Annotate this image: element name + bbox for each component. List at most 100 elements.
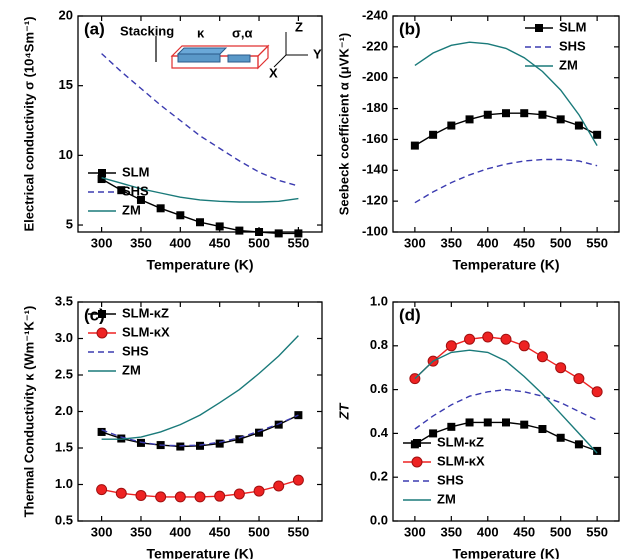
marker xyxy=(502,418,510,427)
sample-slab xyxy=(176,47,228,55)
x-tick-label: 400 xyxy=(169,235,191,250)
series-line xyxy=(414,112,598,147)
marker xyxy=(556,433,565,442)
legend-label: ZM xyxy=(559,57,578,72)
y-axis-label: Seebeck coefficient α (μVK⁻¹) xyxy=(336,33,351,215)
legend-label: SLM-κZ xyxy=(437,434,484,449)
marker xyxy=(591,386,603,398)
annotation: Stacking xyxy=(120,23,174,38)
legend-label: SLM xyxy=(122,164,149,179)
sample-box xyxy=(257,44,269,70)
marker xyxy=(194,491,206,503)
y-tick-label: -120 xyxy=(362,193,388,208)
legend-label: ZM xyxy=(122,202,141,217)
y-tick-label: -240 xyxy=(362,7,388,22)
series-line xyxy=(414,41,598,146)
x-tick-label: 400 xyxy=(169,524,191,539)
marker xyxy=(235,435,244,444)
y-tick-label: 0.2 xyxy=(370,469,388,484)
series-line xyxy=(414,388,598,430)
marker xyxy=(292,474,304,486)
y-tick-label: 2.0 xyxy=(55,403,73,418)
marker xyxy=(593,130,602,139)
marker xyxy=(574,440,583,449)
x-axis-label: Temperature (K) xyxy=(452,546,559,559)
marker xyxy=(273,480,285,492)
marker xyxy=(215,222,224,231)
y-tick-label: 0.5 xyxy=(55,512,73,527)
annotation: X xyxy=(269,65,278,80)
marker xyxy=(196,218,204,227)
x-tick-label: 450 xyxy=(513,524,535,539)
x-tick-label: 350 xyxy=(440,235,462,250)
x-tick-label: 300 xyxy=(404,524,426,539)
marker xyxy=(176,211,185,220)
marker xyxy=(447,121,456,130)
marker xyxy=(555,362,567,374)
y-tick-label: 3.5 xyxy=(55,293,73,308)
marker xyxy=(235,226,244,235)
y-tick-label: 2.5 xyxy=(55,366,73,381)
marker xyxy=(233,488,245,500)
legend-marker xyxy=(413,439,421,447)
inset-sketch xyxy=(155,32,308,70)
marker xyxy=(135,489,147,501)
series-line xyxy=(101,414,299,448)
series-line xyxy=(101,177,299,203)
marker xyxy=(429,429,438,438)
marker xyxy=(464,333,476,345)
marker xyxy=(593,446,602,455)
x-tick-label: 400 xyxy=(477,235,499,250)
legend-marker xyxy=(411,456,423,468)
marker xyxy=(573,373,585,385)
x-tick-label: 300 xyxy=(91,235,113,250)
marker xyxy=(482,331,494,343)
x-tick-label: 450 xyxy=(209,524,231,539)
y-tick-label: 1.5 xyxy=(55,439,73,454)
series-line xyxy=(101,53,299,187)
marker xyxy=(500,333,512,345)
y-tick-label: 0.8 xyxy=(370,337,388,352)
y-tick-label: -160 xyxy=(362,131,388,146)
y-axis-label: ZT xyxy=(336,403,351,421)
sample-slab xyxy=(177,53,221,63)
series-line xyxy=(414,336,598,393)
marker xyxy=(556,115,565,124)
plot-frame xyxy=(392,301,620,522)
marker xyxy=(536,351,548,363)
x-tick-label: 500 xyxy=(550,235,572,250)
marker xyxy=(117,186,126,195)
y-tick-label: 3.0 xyxy=(55,330,73,345)
marker xyxy=(574,121,583,130)
legend-label: SHS xyxy=(122,343,149,358)
legend-label: SLM-κX xyxy=(437,453,485,468)
axis-x xyxy=(273,54,287,68)
marker xyxy=(176,442,185,451)
plot-frame xyxy=(77,15,323,233)
x-tick-label: 350 xyxy=(440,524,462,539)
x-tick-label: 400 xyxy=(477,524,499,539)
marker xyxy=(538,425,547,434)
x-tick-label: 500 xyxy=(248,235,270,250)
y-tick-label: 20 xyxy=(59,7,73,22)
marker xyxy=(97,175,106,184)
marker xyxy=(429,130,438,139)
series-line xyxy=(101,414,299,447)
y-tick-label: 0.0 xyxy=(370,512,388,527)
x-tick-label: 500 xyxy=(550,524,572,539)
x-tick-label: 450 xyxy=(513,235,535,250)
y-tick-label: -100 xyxy=(362,223,388,238)
legend-label: ZM xyxy=(122,362,141,377)
marker xyxy=(97,427,106,436)
marker xyxy=(115,487,127,499)
marker xyxy=(156,204,165,213)
x-tick-label: 350 xyxy=(130,235,152,250)
legend-label: SLM-κX xyxy=(122,324,170,339)
y-tick-label: 1.0 xyxy=(370,293,388,308)
y-tick-label: -180 xyxy=(362,100,388,115)
marker xyxy=(465,115,474,124)
y-tick-label: 5 xyxy=(66,216,73,231)
panel-label: (b) xyxy=(399,19,421,38)
legend-label: SLM xyxy=(559,19,586,34)
